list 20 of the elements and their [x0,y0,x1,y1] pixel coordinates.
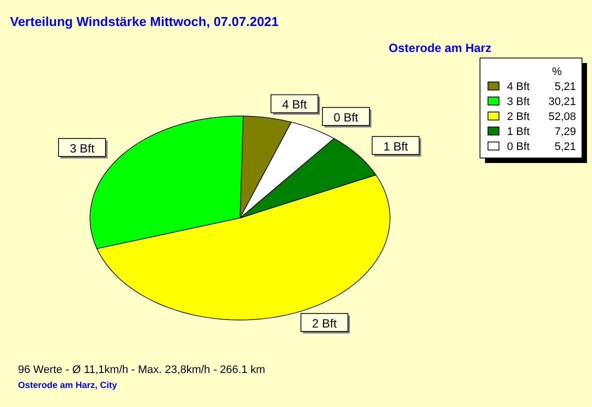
data-label: 52,08 [548,111,576,123]
text: Osterode am Harz, City [18,380,118,390]
category-label: 2 Bft [312,316,337,330]
slice-label: 1 Bft [383,139,409,154]
data-label: 30,21 [548,96,576,108]
text: 96 Werte - Ø 11,1km/h - Max. 23,8km/h - 266.1 km [18,364,266,376]
data-label: 7,29 [554,126,576,138]
data-label: 5,21 [554,81,576,93]
legend-label: 3 Bft [507,96,530,108]
chart-title: Verteilung Windstärke Mittwoch, 07.07.2021 [10,14,279,29]
slice-label: 4 Bft [282,98,308,112]
data-label: 5,21 [554,141,576,153]
legend-title: % [552,66,562,78]
slice-label: 3 Bft [70,141,96,156]
chart-subtitle: Osterode am Harz [388,41,492,55]
legend-label: 4 Bft [507,81,530,93]
legend-label: 2 Bft [507,111,530,123]
legend-label: 0 Bft [507,141,530,153]
legend-label: 1 Bft [507,126,530,138]
slice-label: 0 Bft [334,110,359,124]
